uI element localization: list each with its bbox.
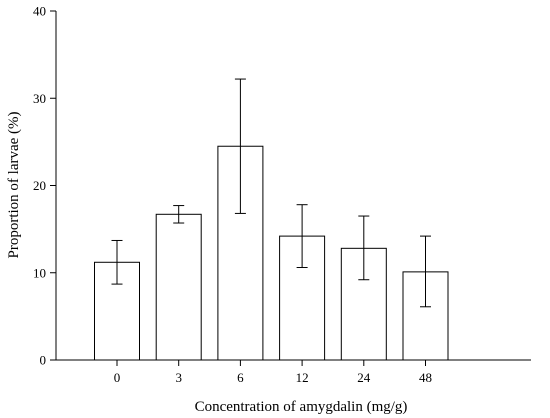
x-tick-label: 24: [357, 370, 371, 385]
bar: [94, 261, 140, 361]
y-tick-label: 30: [33, 91, 46, 106]
x-tick-label: 48: [419, 370, 432, 385]
y-tick-label: 10: [33, 265, 46, 280]
x-tick-label: 3: [175, 370, 182, 385]
error-bars: [111, 78, 431, 308]
y-tick-label: 20: [33, 178, 46, 193]
x-tick-label: 12: [296, 370, 309, 385]
bar: [155, 213, 202, 361]
x-tick-label: 0: [114, 370, 121, 385]
y-tick-label: 40: [33, 4, 46, 19]
y-tick-label: 0: [40, 353, 47, 368]
tick-labels: 0 10 20 30 40 0 3 6 12 24 48: [33, 4, 432, 386]
x-tick-label: 6: [237, 370, 244, 385]
x-axis-label: Concentration of amygdalin (mg/g): [195, 399, 408, 415]
bars: [94, 145, 449, 361]
y-axis-label: Proportion of larvae (%): [6, 111, 22, 258]
